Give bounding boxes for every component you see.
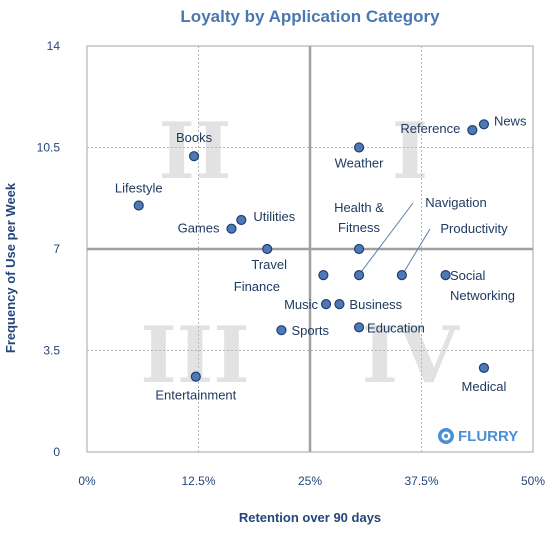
- point-label-weather: Weather: [335, 156, 385, 171]
- data-point-sports: [276, 325, 287, 336]
- point-label-games: Games: [178, 221, 220, 236]
- point-label-productivity: Productivity: [440, 221, 508, 236]
- data-point-social-networking: [440, 270, 451, 281]
- point-label-navigation: Navigation: [425, 195, 486, 210]
- flurry-logo-text: FLURRY: [458, 428, 518, 445]
- y-tick-label: 3.5: [43, 344, 60, 358]
- leader-line-productivity: [403, 228, 431, 273]
- point-label-sports: Sports: [291, 323, 329, 338]
- quadrant-label-IV: IV: [361, 310, 459, 401]
- data-point-finance: [318, 270, 329, 281]
- y-axis-title: Frequency of Use per Week: [3, 182, 18, 353]
- data-point-reference: [467, 125, 478, 136]
- data-point-navigation: [353, 270, 365, 281]
- point-label-lifestyle: Lifestyle: [115, 181, 163, 196]
- data-point-health-fitness: [353, 243, 365, 255]
- y-tick-label: 10.5: [37, 141, 61, 155]
- x-tick-label: 50%: [521, 474, 545, 488]
- x-tick-label: 25%: [298, 474, 322, 488]
- point-label-reference: Reference: [400, 121, 460, 136]
- y-tick-label: 0: [53, 445, 60, 459]
- point-label-books: Books: [176, 130, 213, 145]
- data-point-news: [478, 119, 490, 130]
- point-label-travel: Travel: [251, 257, 287, 272]
- data-point-lifestyle: [133, 200, 144, 211]
- y-tick-label: 14: [47, 39, 61, 53]
- point-label-medical: Medical: [462, 379, 507, 394]
- x-axis-title: Retention over 90 days: [239, 510, 381, 525]
- x-tick-label: 0%: [78, 474, 96, 488]
- flurry-logo: FLURRY: [438, 428, 518, 445]
- data-point-travel: [262, 243, 273, 255]
- data-point-medical: [478, 362, 490, 373]
- quadrant-label-I: I: [392, 106, 429, 197]
- data-point-books: [188, 151, 200, 162]
- point-label-social-networking: Social Networking: [450, 268, 515, 303]
- chart-title: Loyalty by Application Category: [180, 7, 440, 26]
- data-point-utilities: [236, 214, 247, 226]
- data-point-entertainment: [190, 371, 201, 382]
- point-label-utilities: Utilities: [253, 209, 295, 224]
- leader-line-navigation: [360, 202, 414, 273]
- point-label-news: News: [494, 113, 527, 128]
- point-label-business: Business: [349, 297, 402, 312]
- data-point-business: [334, 299, 345, 310]
- point-label-health-fitness: Health & Fitness: [334, 200, 384, 235]
- data-point-weather: [353, 142, 365, 153]
- point-label-entertainment: Entertainment: [155, 388, 236, 403]
- data-point-education: [353, 322, 365, 333]
- x-tick-label: 37.5%: [404, 474, 438, 488]
- x-tick-label: 12.5%: [181, 474, 215, 488]
- point-label-education: Education: [367, 320, 425, 335]
- data-point-music: [320, 299, 332, 310]
- y-tick-label: 7: [53, 242, 60, 256]
- quadrant-label-III: III: [140, 310, 249, 401]
- data-point-games: [226, 223, 237, 234]
- point-label-finance: Finance: [234, 279, 280, 294]
- point-label-music: Music: [284, 297, 318, 312]
- data-point-productivity: [396, 270, 407, 281]
